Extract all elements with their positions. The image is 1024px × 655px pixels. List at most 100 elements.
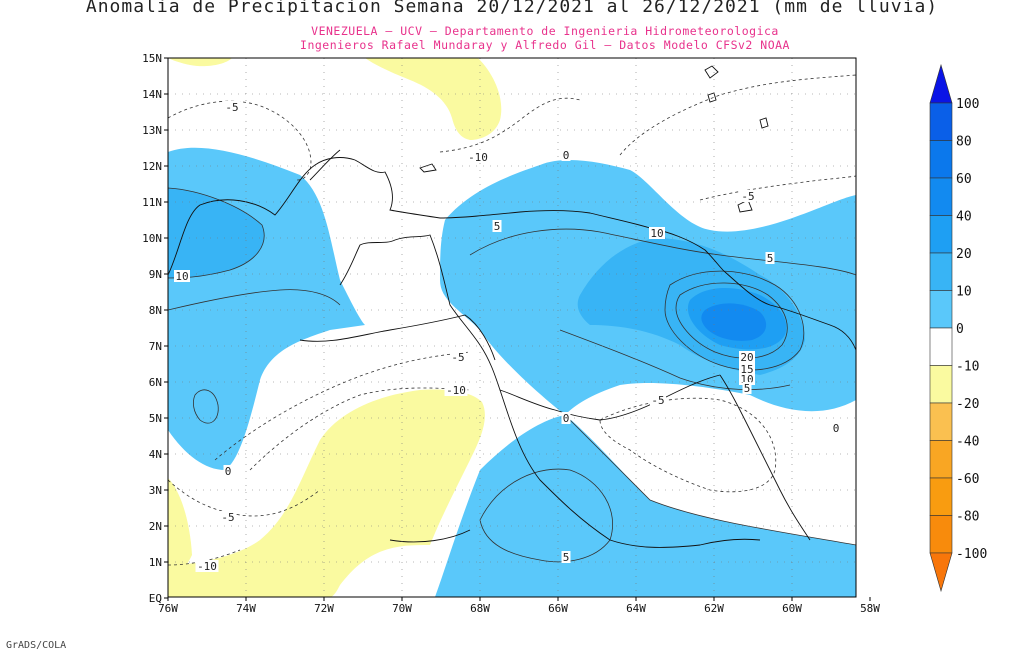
contour-label-bg — [739, 363, 755, 375]
contour-label-bg — [742, 382, 752, 394]
negative-anomaly-north — [365, 58, 502, 140]
colorbar-segment — [929, 365, 953, 404]
lat-label: 10N — [142, 232, 162, 245]
contour-minus5-e — [699, 175, 856, 201]
colorbar-label: -20 — [956, 397, 979, 412]
contour-west-10 — [168, 187, 265, 279]
contour-minus5-north — [168, 100, 312, 181]
contour-0-south-line — [564, 414, 856, 546]
contour-minus5-ne — [619, 74, 856, 156]
contour-label: -5 — [451, 351, 464, 364]
contour-label: -5 — [741, 190, 754, 203]
contour-label: 5 — [494, 220, 501, 233]
contour-label: 0 — [833, 422, 840, 435]
lon-label: 76W — [158, 602, 178, 615]
lon-label: 62W — [704, 602, 724, 615]
contour-label: 0 — [225, 465, 232, 478]
contour-minus10-north — [439, 97, 581, 153]
map-subtitle-1: VENEZUELA – UCV – Departamento de Ingeni… — [311, 24, 779, 38]
contour-label-bg — [174, 270, 190, 282]
contour-label: -5 — [221, 511, 234, 524]
contour-15-ring — [675, 282, 788, 359]
negative-anomaly-south-central — [168, 389, 485, 597]
contour-label-bg — [224, 101, 240, 113]
contour-label: -10 — [446, 384, 466, 397]
colorbar-segment — [929, 327, 953, 366]
colorbar-segment — [929, 177, 953, 216]
colombia-interior — [299, 314, 496, 361]
lat-label: 1N — [149, 556, 162, 569]
positive-anomaly-south — [435, 415, 856, 597]
negative-anomaly-north-west — [168, 58, 232, 67]
island-grenada — [759, 117, 769, 129]
lat-label: 4N — [149, 448, 162, 461]
contour-label-bg — [223, 465, 233, 477]
plot-frame — [167, 57, 857, 598]
colorbar-label: 100 — [956, 97, 979, 112]
colorbar-segment — [929, 215, 953, 254]
island-curacao — [419, 163, 437, 173]
colorbar-label: 20 — [956, 247, 972, 262]
lat-label: 7N — [149, 340, 162, 353]
contour-lines — [168, 74, 856, 566]
contour-minus5-south-left — [168, 479, 321, 517]
guiana-coast — [724, 271, 856, 351]
contour-west-5 — [168, 289, 341, 311]
colorbar-arrow-bottom — [929, 552, 953, 593]
island-stlucia — [707, 92, 717, 103]
contour-label: -5 — [225, 101, 238, 114]
lat-label: 14N — [142, 88, 162, 101]
colorbar-label: -10 — [956, 360, 979, 375]
lat-label: 6N — [149, 376, 162, 389]
colorbar-label: 0 — [956, 322, 964, 337]
contour-label: 5 — [767, 252, 774, 265]
colorbar-label: 40 — [956, 210, 972, 225]
lat-lon-grid — [168, 58, 856, 597]
contour-5-east-lower — [559, 329, 791, 390]
colombia-coast — [168, 157, 356, 276]
colorbar-arrow-top — [929, 63, 953, 104]
lon-label: 68W — [470, 602, 490, 615]
coastlines-borders — [168, 65, 856, 548]
guyana-border — [719, 374, 811, 541]
colorbar-segment — [929, 102, 953, 141]
colorbar-segment — [929, 402, 953, 441]
colorbar-segment — [929, 440, 953, 479]
venezuela-border-west — [339, 234, 556, 411]
colorbar-label: -80 — [956, 510, 979, 525]
contour-label-bg — [765, 252, 775, 264]
contour-5-east-ring — [469, 228, 856, 276]
colorbar-segment — [929, 290, 953, 329]
lon-label: 66W — [548, 602, 568, 615]
contour-label: 5 — [563, 551, 570, 564]
contour-label: 0 — [563, 149, 570, 162]
contour-label-bg — [739, 351, 755, 363]
lat-label: 15N — [142, 52, 162, 65]
contour-label: 10 — [175, 270, 188, 283]
contour-label-bg — [220, 511, 236, 523]
contour-label: -10 — [197, 560, 217, 573]
contour-label-bg — [649, 227, 665, 239]
contour-minus5-southeast — [599, 397, 777, 493]
contour-minus10-center — [249, 387, 471, 471]
contour-label: 15 — [740, 363, 753, 376]
longitude-labels: 76W 74W 72W 70W 68W 66W 64W 62W 60W 58W — [158, 597, 880, 615]
lat-label: 9N — [149, 268, 162, 281]
contour-label-bg — [561, 412, 571, 424]
colorbar-segment — [929, 477, 953, 516]
colorbar-label: -60 — [956, 472, 979, 487]
contour-label-bg — [444, 384, 468, 396]
latitude-labels: 15N 14N 13N 12N 11N 10N 9N 8N 7N 6N 5N 4N 3N 2N 1N EQ — [142, 52, 168, 605]
contour-label-bg — [831, 422, 841, 434]
map-title: Anomalia de Precipitacion Semana 20/12/2… — [85, 0, 939, 17]
lon-label: 64W — [626, 602, 646, 615]
colorbar-segment — [929, 252, 953, 291]
lat-label: EQ — [149, 592, 162, 605]
map-subtitle-2: Ingenieros Rafael Mundaray y Alfredo Gil… — [300, 38, 790, 52]
lat-label: 5N — [149, 412, 162, 425]
lon-label: 58W — [860, 602, 880, 615]
colorbar-label: 60 — [956, 172, 972, 187]
lon-label: 72W — [314, 602, 334, 615]
